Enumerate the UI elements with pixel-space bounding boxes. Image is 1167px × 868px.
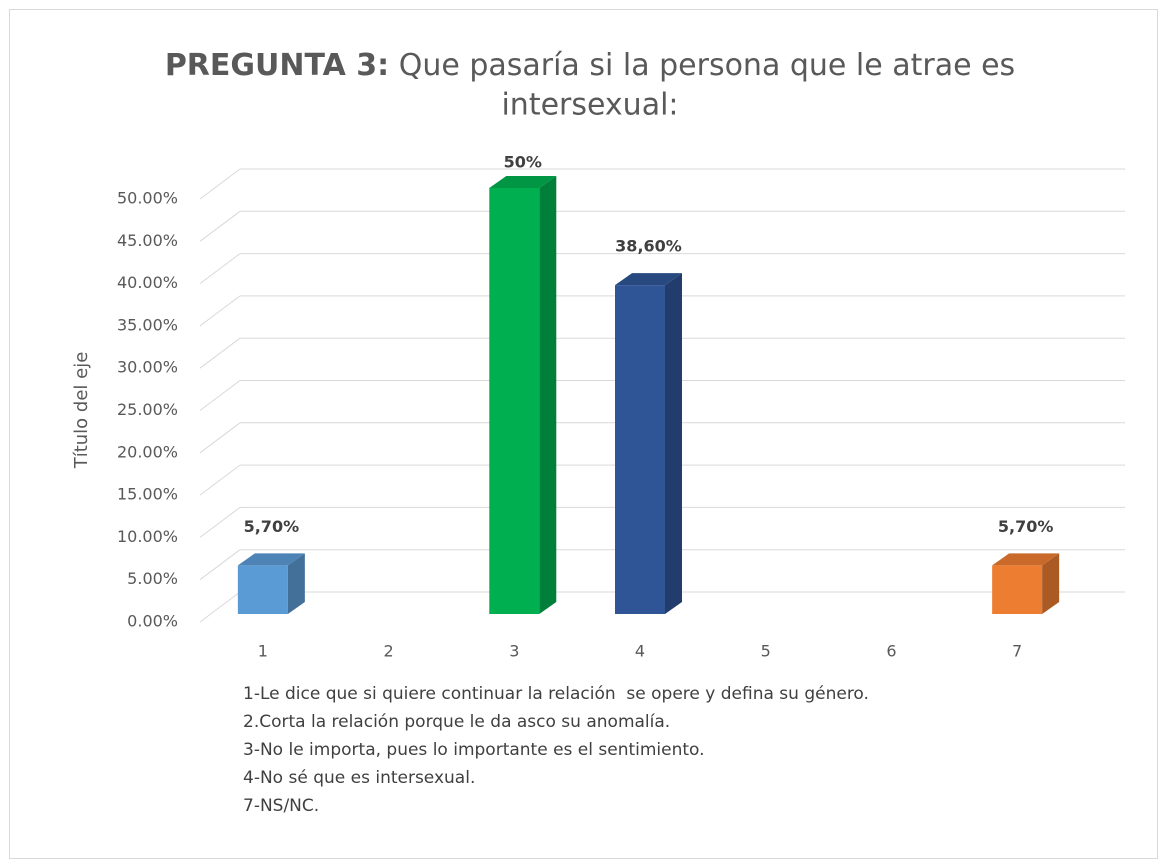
legend-note: 7-NS/NC. — [243, 796, 319, 816]
x-tick-label: 6 — [886, 642, 896, 661]
x-tick-label: 5 — [761, 642, 771, 661]
y-tick-label: 30.00% — [117, 358, 178, 377]
value-label: 50% — [504, 153, 542, 172]
value-label: 38,60% — [615, 237, 682, 256]
grid-line-side — [199, 506, 241, 538]
value-label: 5,70% — [998, 517, 1054, 536]
bar-front — [489, 188, 540, 614]
y-tick-label: 40.00% — [117, 273, 178, 292]
y-tick-label: 10.00% — [117, 527, 178, 546]
grid-line-side — [199, 549, 241, 581]
x-tick-label: 1 — [258, 642, 268, 661]
legend-note: 1-Le dice que si quiere continuar la rel… — [243, 684, 869, 704]
grid-line-side — [199, 422, 241, 454]
y-tick-label: 0.00% — [127, 612, 178, 631]
bar-top — [992, 553, 1060, 566]
grid-line-side — [199, 464, 241, 496]
grid-line-side — [199, 380, 241, 411]
value-label: 5,70% — [244, 517, 300, 536]
bar-top — [489, 176, 557, 188]
y-tick-label: 45.00% — [117, 231, 178, 250]
bar-side — [665, 273, 682, 614]
grid-line-side — [199, 210, 241, 242]
title-text: Que pasaría si la persona que le atrae e… — [399, 48, 1015, 83]
y-tick-label: 20.00% — [117, 442, 178, 461]
legend-note: 2.Corta la relación porque le da asco su… — [243, 712, 670, 732]
chart-title-line2: intersexual: — [501, 88, 678, 123]
bar-side — [1042, 553, 1060, 614]
chart-border — [9, 9, 1158, 859]
y-tick-label: 5.00% — [127, 569, 178, 588]
y-tick-label: 35.00% — [117, 315, 178, 334]
chart-title: PREGUNTA 3: Que pasaría si la persona qu… — [165, 48, 1015, 83]
grid-line-side — [199, 337, 241, 369]
x-tick-label: 3 — [509, 642, 519, 661]
grid-line-side — [199, 253, 241, 285]
bar-front — [992, 565, 1043, 614]
grid-line-side — [199, 295, 241, 327]
bar-front — [237, 565, 288, 614]
bar-top — [237, 553, 305, 566]
bar-top — [615, 273, 682, 286]
bar-side — [539, 176, 557, 614]
grid-line-side — [199, 168, 241, 200]
legend-note: 3-No le importa, pues lo importante es e… — [243, 740, 705, 760]
y-axis-label: Título del eje — [71, 352, 92, 470]
bar-front — [615, 285, 665, 614]
x-tick-label: 7 — [1012, 642, 1022, 661]
bar-side — [287, 553, 305, 614]
title-bold: PREGUNTA 3: — [165, 48, 389, 83]
x-tick-label: 2 — [383, 642, 393, 661]
y-tick-label: 15.00% — [117, 485, 178, 504]
x-tick-label: 4 — [635, 642, 645, 661]
y-tick-label: 25.00% — [117, 400, 178, 419]
grid-line-side — [199, 591, 241, 623]
y-tick-label: 50.00% — [117, 189, 178, 208]
legend-note: 4-No sé que es intersexual. — [243, 768, 475, 788]
